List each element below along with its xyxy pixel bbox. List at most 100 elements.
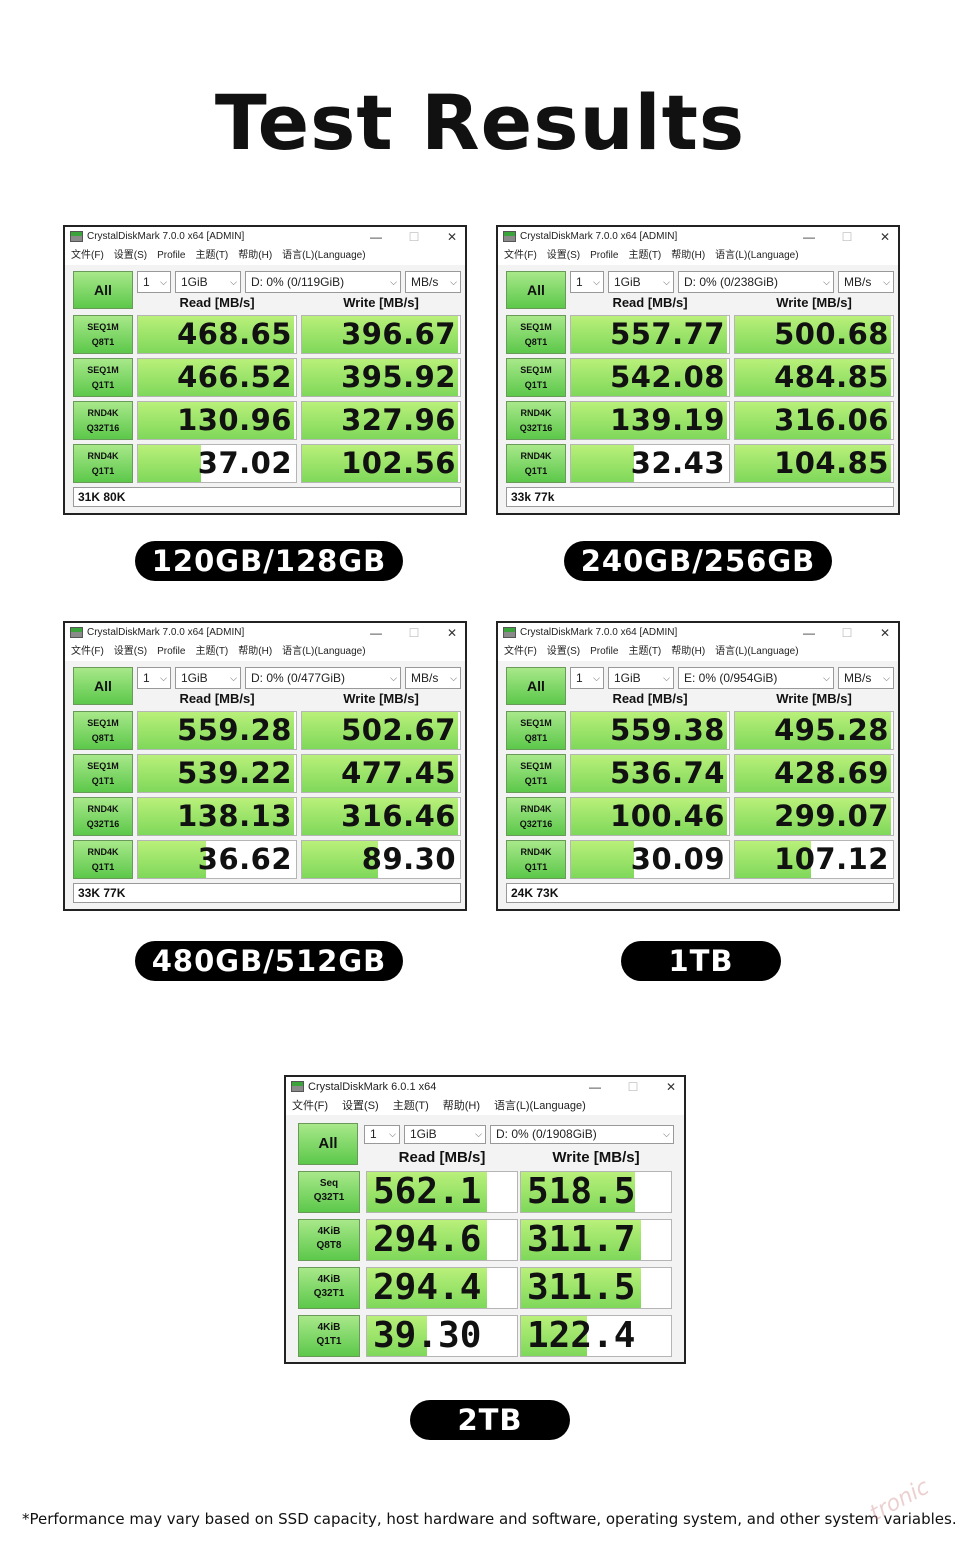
menu-item[interactable]: Profile [590, 250, 619, 261]
close-icon[interactable]: ✕ [665, 1080, 677, 1094]
test-button[interactable]: RND4K Q1T1 [506, 840, 566, 879]
test-button[interactable]: SEQ1M Q8T1 [506, 711, 566, 750]
menu-item[interactable]: Profile [157, 250, 186, 261]
test-count-select[interactable]: 1 ⌵ [364, 1125, 400, 1144]
read-result-bar [571, 841, 635, 878]
comment-field[interactable]: 33k 77k [506, 487, 894, 507]
menu-bar: 文件(F) 设置(S) Profile 主题(T) 帮助(H) 语言(L)(Languag… [65, 643, 465, 661]
menu-item[interactable]: 语言(L)(Language) [282, 646, 366, 657]
test-button[interactable]: 4KiB Q1T1 [298, 1315, 360, 1357]
unit-select[interactable]: MB/s ⌵ [405, 271, 461, 293]
menu-item[interactable]: 帮助(H) [238, 646, 273, 657]
menu-item[interactable]: 帮助(H) [442, 1100, 481, 1112]
menu-item[interactable]: 主题(T) [628, 250, 662, 261]
minimize-icon[interactable]: — [803, 230, 815, 244]
test-button[interactable]: SEQ1M Q8T1 [73, 315, 133, 354]
menu-item[interactable]: 帮助(H) [238, 250, 273, 261]
menu-item[interactable]: 设置(S) [113, 646, 148, 657]
drive-select[interactable]: E: 0% (0/954GiB) ⌵ [678, 667, 834, 689]
menu-item[interactable]: 主题(T) [195, 250, 229, 261]
menu-item[interactable]: 主题(T) [392, 1100, 429, 1112]
test-button[interactable]: RND4K Q32T16 [73, 797, 133, 836]
test-button[interactable]: RND4K Q1T1 [506, 444, 566, 483]
menu-item[interactable]: 设置(S) [546, 250, 581, 261]
test-button[interactable]: RND4K Q1T1 [73, 840, 133, 879]
test-count-select[interactable]: 1 ⌵ [137, 667, 171, 689]
run-all-button[interactable]: All [506, 271, 566, 309]
test-button[interactable]: 4KiB Q8T8 [298, 1219, 360, 1261]
test-size-select[interactable]: 1GiB ⌵ [608, 667, 674, 689]
menu-item[interactable]: 主题(T) [628, 646, 662, 657]
menu-item[interactable]: 语言(L)(Language) [715, 250, 799, 261]
drive-select[interactable]: D: 0% (0/1908GiB) ⌵ [490, 1125, 674, 1144]
menu-item[interactable]: 语言(L)(Language) [282, 250, 366, 261]
comment-field[interactable]: 24K 73K [506, 883, 894, 903]
run-all-button[interactable]: All [73, 271, 133, 309]
menu-item[interactable]: 语言(L)(Language) [715, 646, 799, 657]
test-button[interactable]: SEQ1M Q1T1 [506, 754, 566, 793]
menu-item[interactable]: 文件(F) [71, 250, 104, 261]
write-result-bar [302, 402, 459, 439]
menu-item[interactable]: 主题(T) [195, 646, 229, 657]
comment-field[interactable]: 33K 77K [73, 883, 461, 903]
menu-item[interactable]: 文件(F) [71, 646, 104, 657]
menu-item[interactable]: 设置(S) [342, 1100, 379, 1112]
maximize-icon[interactable]: ☐ [408, 626, 420, 640]
chevron-down-icon: ⌵ [390, 673, 397, 683]
test-count-select[interactable]: 1 ⌵ [570, 667, 604, 689]
read-result-value: 562.1 [373, 1171, 482, 1212]
read-result-cell: 468.65 [137, 315, 297, 354]
test-size-select[interactable]: 1GiB ⌵ [175, 667, 241, 689]
maximize-icon[interactable]: ☐ [841, 230, 853, 244]
test-button[interactable]: SEQ1M Q1T1 [506, 358, 566, 397]
menu-item[interactable]: 文件(F) [292, 1100, 329, 1112]
test-button[interactable]: RND4K Q1T1 [73, 444, 133, 483]
drive-select[interactable]: D: 0% (0/238GiB) ⌵ [678, 271, 834, 293]
menu-item[interactable]: 文件(F) [504, 250, 537, 261]
test-size-select[interactable]: 1GiB ⌵ [608, 271, 674, 293]
menu-item[interactable]: 语言(L)(Language) [494, 1100, 586, 1112]
minimize-icon[interactable]: — [370, 230, 382, 244]
menu-item[interactable]: 帮助(H) [671, 250, 706, 261]
test-button[interactable]: RND4K Q32T16 [506, 797, 566, 836]
close-icon[interactable]: ✕ [446, 626, 458, 640]
minimize-icon[interactable]: — [803, 626, 815, 640]
test-size-select[interactable]: 1GiB ⌵ [404, 1125, 486, 1144]
minimize-icon[interactable]: — [589, 1080, 601, 1094]
drive-select[interactable]: D: 0% (0/119GiB) ⌵ [245, 271, 401, 293]
test-button[interactable]: SEQ1M Q8T1 [73, 711, 133, 750]
window-titlebar: CrystalDiskMark 7.0.0 x64 [ADMIN] — ☐ ✕ [65, 227, 465, 247]
maximize-icon[interactable]: ☐ [408, 230, 420, 244]
maximize-icon[interactable]: ☐ [841, 626, 853, 640]
test-button[interactable]: SEQ1M Q8T1 [506, 315, 566, 354]
close-icon[interactable]: ✕ [879, 626, 891, 640]
close-icon[interactable]: ✕ [879, 230, 891, 244]
menu-item[interactable]: Profile [590, 646, 619, 657]
unit-select[interactable]: MB/s ⌵ [838, 667, 894, 689]
test-button[interactable]: 4KiB Q32T1 [298, 1267, 360, 1309]
comment-field[interactable]: 31K 80K [73, 487, 461, 507]
close-icon[interactable]: ✕ [446, 230, 458, 244]
menu-item[interactable]: 文件(F) [504, 646, 537, 657]
drive-select[interactable]: D: 0% (0/477GiB) ⌵ [245, 667, 401, 689]
menu-item[interactable]: 设置(S) [546, 646, 581, 657]
test-count-select[interactable]: 1 ⌵ [137, 271, 171, 293]
run-all-button[interactable]: All [298, 1123, 358, 1165]
menu-item[interactable]: 帮助(H) [671, 646, 706, 657]
test-size-select[interactable]: 1GiB ⌵ [175, 271, 241, 293]
unit-select[interactable]: MB/s ⌵ [838, 271, 894, 293]
test-button[interactable]: SEQ1M Q1T1 [73, 754, 133, 793]
test-button[interactable]: RND4K Q32T16 [73, 401, 133, 440]
unit-select[interactable]: MB/s ⌵ [405, 667, 461, 689]
menu-item[interactable]: 设置(S) [113, 250, 148, 261]
maximize-icon[interactable]: ☐ [627, 1080, 639, 1094]
minimize-icon[interactable]: — [370, 626, 382, 640]
test-button[interactable]: SEQ1M Q1T1 [73, 358, 133, 397]
test-button[interactable]: RND4K Q32T16 [506, 401, 566, 440]
menu-item[interactable]: Profile [157, 646, 186, 657]
run-all-button[interactable]: All [506, 667, 566, 705]
test-button[interactable]: Seq Q32T1 [298, 1171, 360, 1213]
test-count-select[interactable]: 1 ⌵ [570, 271, 604, 293]
drive-select-value: D: 0% (0/119GiB) [251, 275, 345, 289]
run-all-button[interactable]: All [73, 667, 133, 705]
